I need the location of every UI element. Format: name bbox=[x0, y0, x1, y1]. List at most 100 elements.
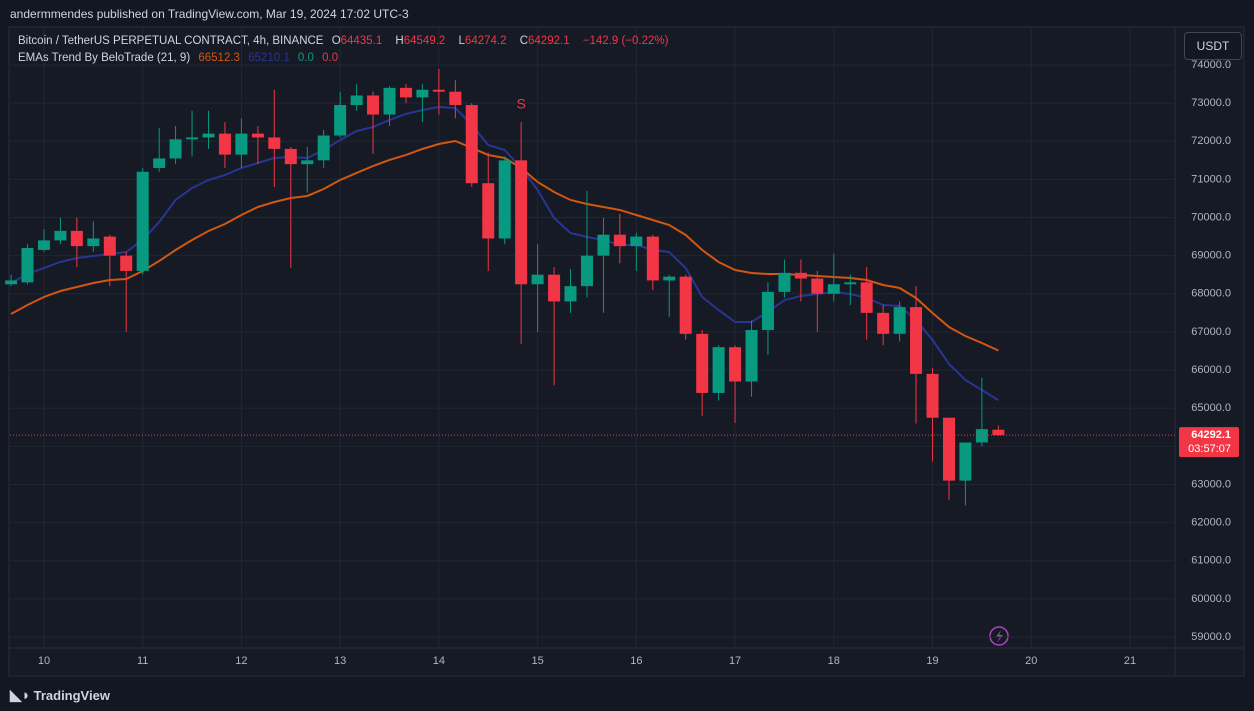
ohlc: H64549.2 bbox=[395, 35, 450, 47]
x-tick-label: 11 bbox=[137, 655, 148, 667]
candle-body bbox=[449, 91, 462, 106]
chart-pane bbox=[8, 26, 1245, 677]
x-tick-label: 20 bbox=[1025, 655, 1037, 667]
candle-body bbox=[251, 133, 264, 138]
indicator-value: 65210.1 bbox=[248, 52, 290, 64]
y-tick-label: 62000.0 bbox=[1191, 516, 1231, 528]
indicator-value: 66512.3 bbox=[198, 52, 240, 64]
ohlc-value: 64549.2 bbox=[403, 35, 446, 47]
footer-text: TradingView bbox=[33, 688, 110, 703]
y-tick-label: 69000.0 bbox=[1191, 250, 1231, 262]
y-tick-label: 60000.0 bbox=[1191, 593, 1231, 605]
candle-body bbox=[860, 282, 873, 313]
currency-button[interactable]: USDT bbox=[1184, 32, 1242, 60]
candle-body bbox=[21, 248, 34, 283]
y-tick-label: 61000.0 bbox=[1191, 555, 1231, 567]
publisher-header: andermmendes published on TradingView.co… bbox=[10, 7, 409, 21]
candle-body bbox=[268, 137, 281, 149]
candle-body bbox=[712, 347, 725, 393]
candle-body bbox=[959, 442, 972, 481]
candle-body bbox=[169, 139, 182, 159]
y-tick-label: 71000.0 bbox=[1191, 173, 1231, 185]
candle-body bbox=[613, 234, 626, 247]
candle-body bbox=[729, 347, 742, 382]
candle-body bbox=[432, 89, 445, 92]
price-tag-countdown: 03:57:07 bbox=[1188, 443, 1231, 455]
ohlc-prefix: L bbox=[458, 35, 465, 47]
candle-body bbox=[70, 230, 83, 247]
candle-body bbox=[761, 291, 774, 331]
candle-body bbox=[564, 286, 577, 302]
candle-body bbox=[630, 236, 643, 247]
y-tick-label: 68000.0 bbox=[1191, 288, 1231, 300]
ohlc-value: 64292.1 bbox=[528, 35, 570, 47]
indicator-extra: 0.0 bbox=[297, 52, 314, 64]
candle-body bbox=[646, 236, 659, 281]
x-tick-label: 17 bbox=[729, 655, 741, 667]
y-tick-label: 63000.0 bbox=[1191, 478, 1231, 490]
candle-body bbox=[696, 333, 709, 393]
candle-body bbox=[301, 160, 314, 165]
ohlc-prefix: H bbox=[395, 35, 404, 47]
candle-body bbox=[400, 87, 413, 98]
candle-body bbox=[136, 171, 149, 271]
footer-logo: ◣◗ TradingView bbox=[10, 687, 110, 704]
candle-body bbox=[926, 373, 939, 418]
x-tick-label: 21 bbox=[1124, 655, 1136, 667]
indicator-title: EMAs Trend By BeloTrade (21, 9) bbox=[18, 52, 191, 64]
ohlc-value: 64435.1 bbox=[340, 35, 383, 47]
ohlc: C64292.1 bbox=[520, 35, 575, 47]
price-tag bbox=[1179, 427, 1239, 458]
signal-annotation: S bbox=[516, 96, 525, 112]
ohlc-value: 64274.2 bbox=[464, 35, 507, 47]
candle-body bbox=[548, 274, 561, 302]
event-icon[interactable] bbox=[989, 626, 1009, 646]
candle-body bbox=[218, 133, 231, 155]
candle-body bbox=[745, 330, 758, 382]
candle-body bbox=[975, 429, 988, 443]
candle-body bbox=[778, 272, 791, 292]
candle-body bbox=[54, 230, 67, 241]
candle-body bbox=[87, 238, 100, 247]
candle-body bbox=[284, 148, 297, 165]
indicator-legend: EMAs Trend By BeloTrade (21, 9) 66512.3 … bbox=[18, 52, 343, 64]
candle-body bbox=[186, 137, 199, 140]
candle-body bbox=[580, 255, 593, 287]
candle-body bbox=[103, 236, 116, 256]
candle-body bbox=[350, 95, 363, 106]
candle-body bbox=[317, 135, 330, 161]
ohlc-prefix: O bbox=[331, 35, 341, 47]
y-tick-label: 65000.0 bbox=[1191, 402, 1231, 414]
candle-body bbox=[663, 276, 676, 281]
symbol-legend: Bitcoin / TetherUS PERPETUAL CONTRACT, 4… bbox=[18, 35, 673, 47]
price-tag-value: 64292.1 bbox=[1191, 429, 1231, 441]
candle-body bbox=[992, 429, 1005, 436]
candle-body bbox=[37, 240, 50, 250]
candle-body bbox=[498, 160, 511, 239]
candle-body bbox=[202, 133, 215, 138]
candle-body bbox=[877, 312, 890, 334]
ohlc: O64435.1 bbox=[332, 35, 388, 47]
y-tick-label: 59000.0 bbox=[1191, 631, 1231, 643]
candle-body bbox=[334, 105, 347, 136]
x-tick-label: 13 bbox=[334, 655, 346, 667]
x-tick-label: 15 bbox=[531, 655, 543, 667]
candle-body bbox=[679, 276, 692, 334]
ohlc: L64274.2 bbox=[459, 35, 512, 47]
candle-body bbox=[827, 284, 840, 294]
candle-body bbox=[465, 105, 478, 184]
y-tick-label: 67000.0 bbox=[1191, 326, 1231, 338]
candle-body bbox=[482, 183, 495, 239]
candle-body bbox=[531, 274, 544, 285]
candle-body bbox=[943, 417, 956, 481]
candle-body bbox=[416, 89, 429, 98]
x-tick-label: 10 bbox=[38, 655, 50, 667]
candle-body bbox=[153, 158, 166, 168]
candle-body bbox=[5, 280, 18, 285]
candle-body bbox=[811, 278, 824, 294]
x-tick-label: 12 bbox=[235, 655, 247, 667]
candle-body bbox=[367, 95, 380, 115]
change: −142.9 (−0.22%) bbox=[582, 35, 669, 47]
